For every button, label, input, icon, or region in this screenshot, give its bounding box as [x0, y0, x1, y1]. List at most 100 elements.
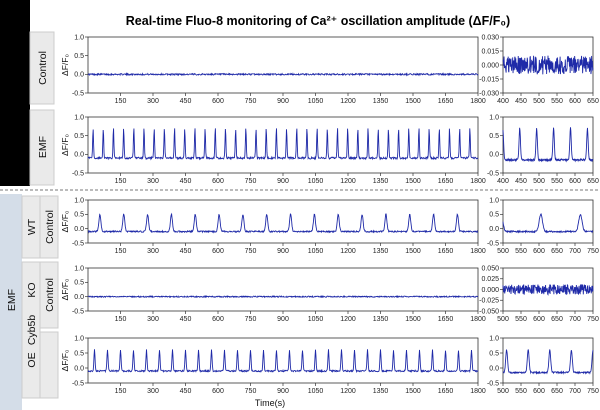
y-tick-label: 0.0	[74, 72, 84, 79]
y-tick-label: 0.5	[74, 212, 84, 219]
x-tick-label: 1200	[340, 178, 356, 185]
y-tick-label: -0.5	[487, 240, 499, 247]
x-tick-label: 300	[147, 98, 159, 105]
x-tick-label: 500	[497, 388, 509, 395]
oe-box	[39, 331, 59, 399]
y-tick-label: 1.0	[74, 114, 84, 121]
x-tick-label: 750	[587, 316, 599, 323]
series-line	[87, 294, 479, 299]
x-tick-label: 300	[147, 248, 159, 255]
x-tick-label: 1500	[405, 316, 421, 323]
y-tick-label: 0.050	[481, 265, 499, 272]
x-tick-label: 700	[569, 388, 581, 395]
x-tick-label: 450	[515, 98, 527, 105]
y-tick-label: 0.5	[489, 350, 499, 357]
y-tick-label: 0.000	[481, 287, 499, 294]
x-tick-label: 1650	[438, 316, 454, 323]
series-line	[87, 212, 479, 234]
x-tick-label: 400	[497, 98, 509, 105]
x-tick-label: 600	[212, 248, 224, 255]
x-tick-label: 500	[533, 178, 545, 185]
series-line	[87, 349, 479, 374]
plot-frame	[87, 337, 479, 384]
x-tick-label: 450	[180, 316, 192, 323]
x-tick-label: 1800	[470, 248, 486, 255]
x-tick-label: 650	[551, 248, 563, 255]
y-tick-label: 1.0	[74, 197, 84, 204]
x-tick-label: 1800	[470, 178, 486, 185]
x-tick-label: 150	[115, 178, 127, 185]
y-tick-label: -0.5	[72, 170, 84, 177]
x-tick-label: 900	[277, 388, 289, 395]
y-tick-label: -0.025	[479, 298, 499, 305]
y-tick-label: 1.0	[74, 265, 84, 272]
series-line	[502, 55, 594, 75]
x-tick-label: 1200	[340, 248, 356, 255]
series-line	[87, 128, 479, 161]
y-tick-label: 0.0	[489, 152, 499, 159]
plot-frame	[87, 267, 479, 312]
x-tick-label: 1500	[405, 248, 421, 255]
y-axis-label: ΔF/F₀	[60, 210, 70, 232]
y-tick-label: -0.030	[479, 90, 499, 97]
y-tick-label: 1.0	[74, 34, 84, 41]
x-tick-label: 1800	[470, 98, 486, 105]
panel-top_emf_full: 1.0 0.5 0.0 -0.5 150 300 450 600 750 900 1050 1200 1…	[60, 114, 486, 185]
panel-top_control_full: 1.0 0.5 0.0 -0.5 150 300 450 600 750 900 1050 1200 1…	[60, 34, 486, 105]
x-tick-label: 700	[569, 248, 581, 255]
group-label-wt: WT	[26, 218, 38, 235]
y-tick-label: 0.5	[489, 133, 499, 140]
group-label-emf: EMF	[6, 289, 18, 311]
x-tick-label: 1800	[470, 388, 486, 395]
y-tick-label: 0.030	[481, 34, 499, 41]
y-tick-label: -0.015	[479, 76, 499, 83]
plot-frame	[502, 199, 594, 244]
x-tick-label: 750	[245, 316, 257, 323]
x-tick-label: 900	[277, 178, 289, 185]
x-tick-label: 150	[115, 388, 127, 395]
y-tick-label: 1.0	[489, 197, 499, 204]
y-tick-label: 1.0	[489, 335, 499, 342]
row-label-control-top: Control	[37, 51, 49, 85]
x-tick-label: 500	[533, 98, 545, 105]
y-axis-label: ΔF/F₀	[60, 54, 70, 76]
plot-frame	[87, 36, 479, 94]
x-tick-label: 1650	[438, 248, 454, 255]
x-tick-label: 600	[569, 98, 581, 105]
x-tick-label: 1500	[405, 98, 421, 105]
x-tick-label: 1500	[405, 178, 421, 185]
x-tick-label: 600	[212, 388, 224, 395]
y-tick-label: 0.0	[489, 226, 499, 233]
plot-frame	[87, 199, 479, 244]
x-tick-label: 1050	[308, 98, 324, 105]
emf-group-band	[0, 194, 22, 410]
x-tick-label: 1350	[373, 248, 389, 255]
x-tick-label: 500	[497, 248, 509, 255]
x-tick-label: 750	[245, 248, 257, 255]
panel-wt_control_full: 1.0 0.5 0.0 -0.5 150 300 450 600 750 900 1050 1200 1…	[60, 197, 486, 255]
y-tick-label: 1.0	[74, 335, 84, 342]
x-tick-label: 1200	[340, 316, 356, 323]
y-axis-label: ΔF/F₀	[60, 349, 70, 371]
y-tick-label: 0.5	[74, 53, 84, 60]
x-tick-label: 750	[587, 248, 599, 255]
x-tick-label: 750	[245, 388, 257, 395]
y-tick-label: -0.5	[487, 380, 499, 387]
y-tick-label: 0.0	[74, 365, 84, 372]
x-tick-label: 300	[147, 178, 159, 185]
x-tick-label: 1650	[438, 388, 454, 395]
y-tick-label: -0.050	[479, 308, 499, 315]
cyb5b-box	[21, 261, 41, 399]
ko-box	[39, 261, 59, 329]
x-tick-label: 550	[551, 178, 563, 185]
x-tick-label: 450	[180, 248, 192, 255]
row-label-ko: KO	[26, 282, 38, 297]
y-tick-label: 0.5	[74, 133, 84, 140]
x-tick-label: 1500	[405, 388, 421, 395]
x-tick-label: 600	[533, 388, 545, 395]
